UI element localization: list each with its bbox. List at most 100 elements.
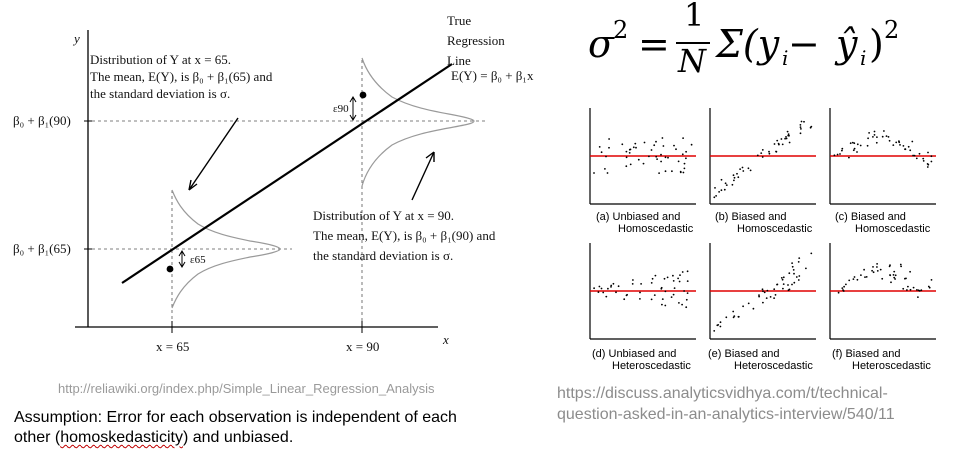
residual-point <box>717 324 720 326</box>
residual-point <box>793 272 795 275</box>
residual-point <box>800 120 803 123</box>
residual-point <box>781 278 784 281</box>
residual-point <box>906 289 908 291</box>
residual-point <box>894 274 897 277</box>
residual-point <box>597 291 600 293</box>
residual-point <box>642 162 645 165</box>
annotation-65-arrow <box>188 117 239 191</box>
homoskedasticity-term: homoskedasticity <box>60 429 183 446</box>
residual-point <box>784 137 786 140</box>
residual-point <box>852 278 855 280</box>
residual-point <box>720 178 723 181</box>
observation-point-65 <box>166 265 174 273</box>
residual-point <box>664 156 667 159</box>
residual-point <box>739 168 741 170</box>
residual-point <box>655 155 658 158</box>
residual-point <box>775 150 777 153</box>
residual-point <box>672 274 674 277</box>
residual-point <box>900 265 902 268</box>
residual-point <box>916 289 918 291</box>
residual-point <box>898 141 901 144</box>
residual-point <box>843 285 845 288</box>
residual-point <box>889 274 891 276</box>
residual-point <box>637 158 640 161</box>
residual-point <box>749 169 752 172</box>
residual-point <box>664 290 667 293</box>
residual-point <box>860 274 862 276</box>
residual-point <box>791 283 793 286</box>
residual-point <box>719 325 722 328</box>
residual-point <box>663 277 666 280</box>
residual-point <box>867 137 869 140</box>
residual-point <box>769 296 772 298</box>
residual-point <box>782 287 784 290</box>
residual-point <box>904 148 907 151</box>
residual-point <box>883 130 885 132</box>
residual-point <box>650 298 653 301</box>
residual-point <box>761 149 764 151</box>
residual-plot-d <box>589 243 696 340</box>
residual-point <box>765 297 768 299</box>
residual-point <box>678 302 680 304</box>
residual-point <box>607 287 609 290</box>
residual-point <box>631 283 634 285</box>
residual-point <box>768 150 770 153</box>
residual-plot-c <box>829 108 936 205</box>
residual-point <box>662 145 665 147</box>
residual-point <box>909 149 912 152</box>
residual-point <box>864 276 866 278</box>
residual-point <box>872 266 874 268</box>
residual-point <box>856 278 859 281</box>
residual-point <box>673 144 675 147</box>
residual-point <box>763 291 766 294</box>
residual-point <box>608 138 610 140</box>
residual-point <box>672 280 675 282</box>
residual-point <box>766 289 769 292</box>
residual-point <box>655 140 657 143</box>
residual-point <box>661 298 664 300</box>
residual-point <box>792 269 795 271</box>
residual-point <box>732 174 735 177</box>
residual-point <box>742 305 744 308</box>
residual-point <box>608 146 610 149</box>
residual-point <box>682 137 684 139</box>
residual-point <box>797 261 800 263</box>
y-tick-90-label: β₀ + β₁(90) <box>13 113 71 128</box>
residual-point <box>661 137 664 139</box>
true-line-equation: E(Y) = β₀ + β₁x <box>451 68 534 83</box>
residual-point <box>660 286 663 289</box>
residual-point <box>664 304 667 307</box>
residual-point <box>736 172 738 175</box>
residual-point <box>615 291 617 294</box>
residual-point <box>899 263 902 266</box>
residual-point <box>773 143 776 145</box>
residual-point <box>628 152 631 154</box>
residual-point <box>881 277 884 280</box>
residual-point <box>913 154 916 157</box>
regression-diagram <box>75 30 486 333</box>
residual-point <box>917 289 920 292</box>
residual-point <box>930 155 933 158</box>
residual-point <box>733 179 735 182</box>
residual-point <box>785 137 788 140</box>
residual-point <box>871 269 873 272</box>
residual-point <box>598 285 601 288</box>
residual-point <box>670 296 673 298</box>
residual-point <box>915 157 918 160</box>
residual-point <box>667 156 669 159</box>
residual-point <box>612 282 615 285</box>
residual-point <box>654 274 657 277</box>
residual-point <box>656 158 658 160</box>
residual-point <box>800 128 802 130</box>
residual-point <box>742 170 745 172</box>
residual-point <box>681 153 684 156</box>
residual-point <box>799 126 802 128</box>
residual-point <box>865 276 868 278</box>
residual-point <box>681 271 684 273</box>
residual-point <box>724 182 727 185</box>
residual-point <box>909 270 911 273</box>
true-regression-line <box>121 63 453 284</box>
residual-point <box>899 144 901 146</box>
residual-point <box>876 136 878 138</box>
residual-point <box>879 268 882 271</box>
